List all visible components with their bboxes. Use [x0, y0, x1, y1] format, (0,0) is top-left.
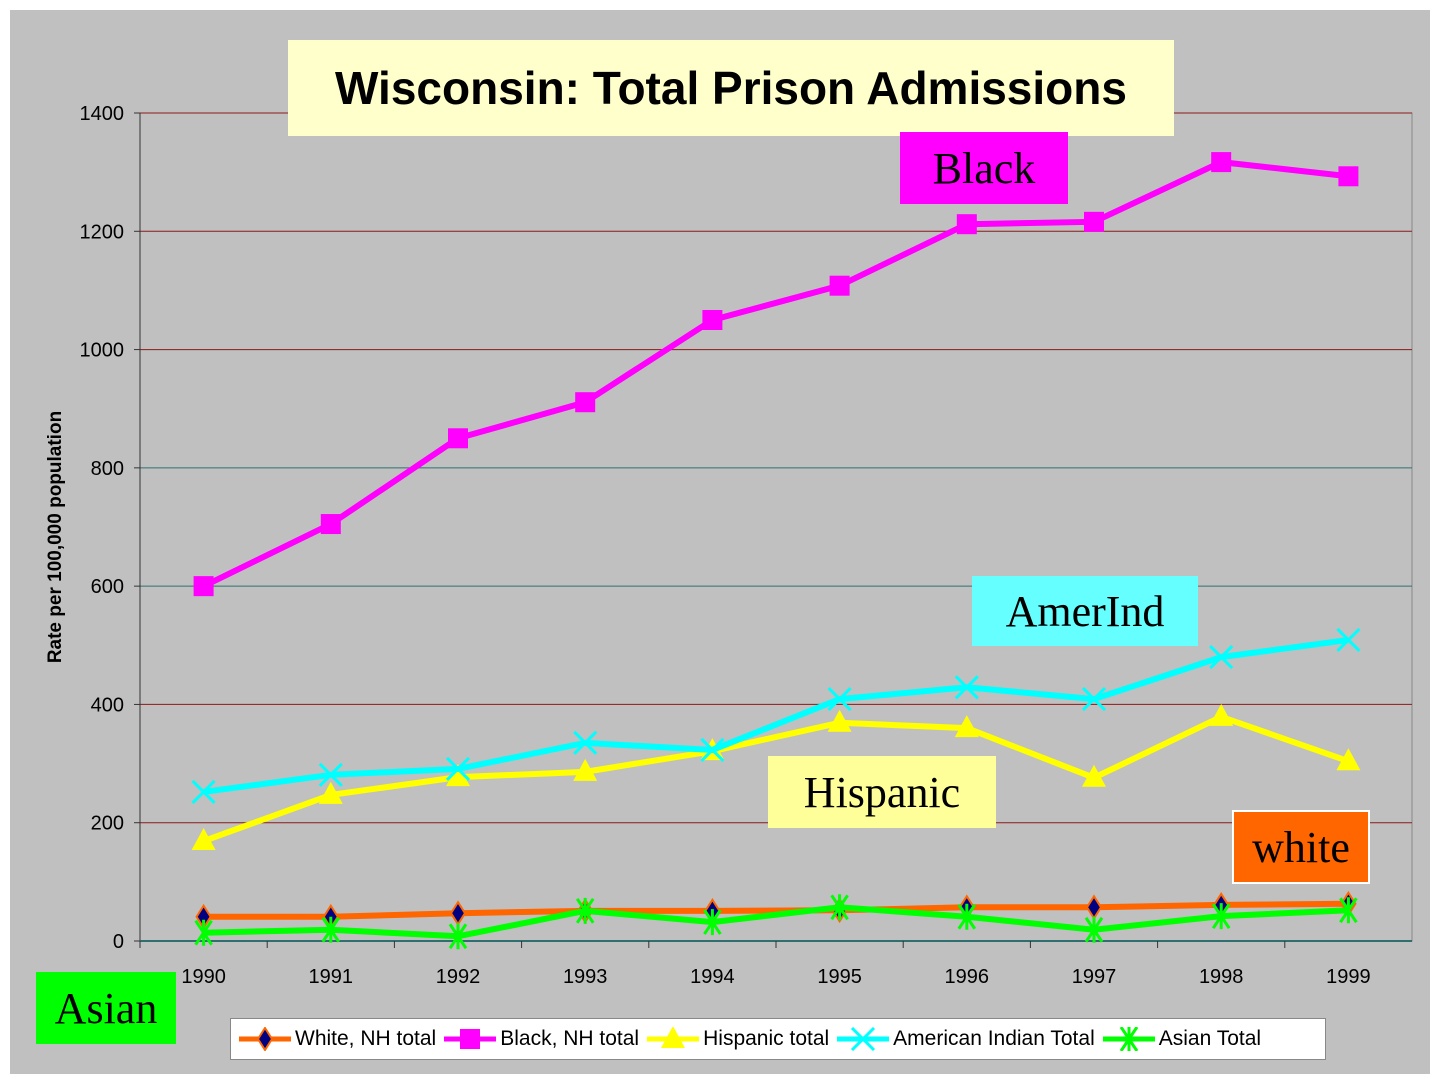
x-tick-label: 1995: [817, 966, 862, 988]
data-point: [1336, 627, 1361, 653]
data-point: [827, 687, 852, 712]
x-tick-label: 1997: [1072, 966, 1117, 988]
data-point: [1339, 897, 1358, 924]
legend-swatch: [444, 1029, 497, 1049]
legend-swatch: [1102, 1027, 1155, 1051]
data-point: [956, 214, 977, 235]
legend-item: Black, NH total: [442, 1027, 639, 1051]
x-tick-label: 1990: [181, 966, 226, 988]
data-point: [575, 392, 596, 413]
data-point: [321, 916, 341, 943]
annotation-amerind: AmerInd: [972, 576, 1198, 646]
legend-swatch: [239, 1027, 291, 1051]
legend-label: White, NH total: [295, 1027, 437, 1050]
data-point: [1082, 764, 1106, 787]
data-point: [1209, 703, 1234, 726]
data-point: [1336, 748, 1361, 771]
y-tick-label: 1000: [80, 340, 125, 362]
legend-swatch: [647, 1027, 700, 1048]
x-tick-label: 1991: [309, 966, 354, 988]
y-tick-label: 1200: [80, 221, 125, 243]
y-tick-label: 400: [91, 694, 124, 716]
y-tick-label: 800: [91, 458, 124, 480]
data-point: [1211, 152, 1232, 173]
data-point: [1081, 687, 1107, 712]
annotation-white: white: [1232, 810, 1370, 884]
data-point: [573, 730, 598, 755]
x-tick-label: 1994: [690, 966, 735, 988]
legend-item: American Indian Total: [835, 1027, 1095, 1051]
legend-marker: [256, 1027, 274, 1051]
data-point: [320, 514, 341, 535]
data-point: [191, 828, 216, 851]
legend-label: Black, NH total: [500, 1027, 640, 1050]
series-line: [203, 904, 1349, 940]
x-tick-label: 1993: [563, 966, 608, 988]
data-point: [191, 779, 216, 805]
series-asian-total: [194, 894, 1358, 950]
legend-marker: [661, 1027, 686, 1048]
data-point: [445, 756, 471, 781]
legend-swatch: [837, 1027, 890, 1051]
data-point: [318, 781, 343, 804]
y-tick-label: 0: [113, 931, 124, 953]
legend-item: Hispanic total: [645, 1027, 829, 1051]
data-point: [1338, 166, 1359, 187]
data-point: [954, 715, 979, 738]
data-point: [703, 909, 722, 936]
data-point: [827, 709, 852, 732]
x-tick-label: 1996: [945, 966, 990, 988]
series-black-nh-total: [193, 152, 1359, 597]
line-chart: 0 200 400 600 800 1000 1200 1400 1990 1991 1992 199…: [80, 103, 1413, 988]
data-point: [1084, 211, 1104, 232]
series-line: [202, 713, 1350, 844]
series-line: [203, 900, 1349, 920]
data-point: [448, 923, 468, 950]
data-point: [573, 758, 598, 781]
legend-label: Hispanic total: [703, 1027, 830, 1050]
data-point: [954, 675, 979, 700]
series-american-indian-total: [191, 627, 1361, 805]
data-point: [700, 737, 725, 763]
legend-label: Asian Total: [1158, 1027, 1262, 1050]
annotation-asian: Asian: [36, 972, 176, 1044]
data-point: [957, 903, 977, 930]
x-tick-label: 1998: [1199, 966, 1244, 988]
legend-label: American Indian Total: [893, 1027, 1095, 1050]
series-line: [202, 159, 1349, 589]
y-tick-label: 600: [91, 576, 124, 598]
data-point: [446, 764, 470, 787]
x-tick-label: 1999: [1326, 966, 1371, 988]
annotation-black: Black: [900, 132, 1068, 204]
legend-item: Asian Total: [1101, 1027, 1261, 1051]
chart-frame: 0 200 400 600 800 1000 1200 1400 1990 1991 1992 199…: [10, 10, 1430, 1074]
y-axis-label: Rate per 100,000 population: [45, 410, 66, 664]
series-line: [203, 636, 1349, 795]
y-tick-label: 1400: [80, 103, 125, 125]
data-point: [318, 762, 343, 787]
data-point: [1209, 645, 1234, 670]
x-tick-label: 1992: [436, 966, 481, 988]
data-point: [1084, 916, 1104, 943]
legend: White, NH total Black, NH total Hispanic t…: [230, 1018, 1326, 1060]
legend-marker: [460, 1029, 481, 1049]
data-point: [575, 897, 595, 924]
legend-marker: [851, 1027, 876, 1051]
data-point: [1211, 903, 1231, 930]
legend-item: White, NH total: [237, 1027, 436, 1051]
legend-marker: [1119, 1027, 1138, 1051]
annotation-hispanic: Hispanic: [768, 756, 996, 828]
data-point: [194, 919, 213, 946]
y-tick-label: 200: [91, 813, 124, 835]
data-point: [829, 275, 850, 296]
data-point: [448, 428, 468, 449]
chart-title: Wisconsin: Total Prison Admissions: [288, 40, 1174, 136]
data-point: [193, 576, 214, 597]
data-point: [830, 894, 849, 921]
data-point: [702, 310, 723, 330]
